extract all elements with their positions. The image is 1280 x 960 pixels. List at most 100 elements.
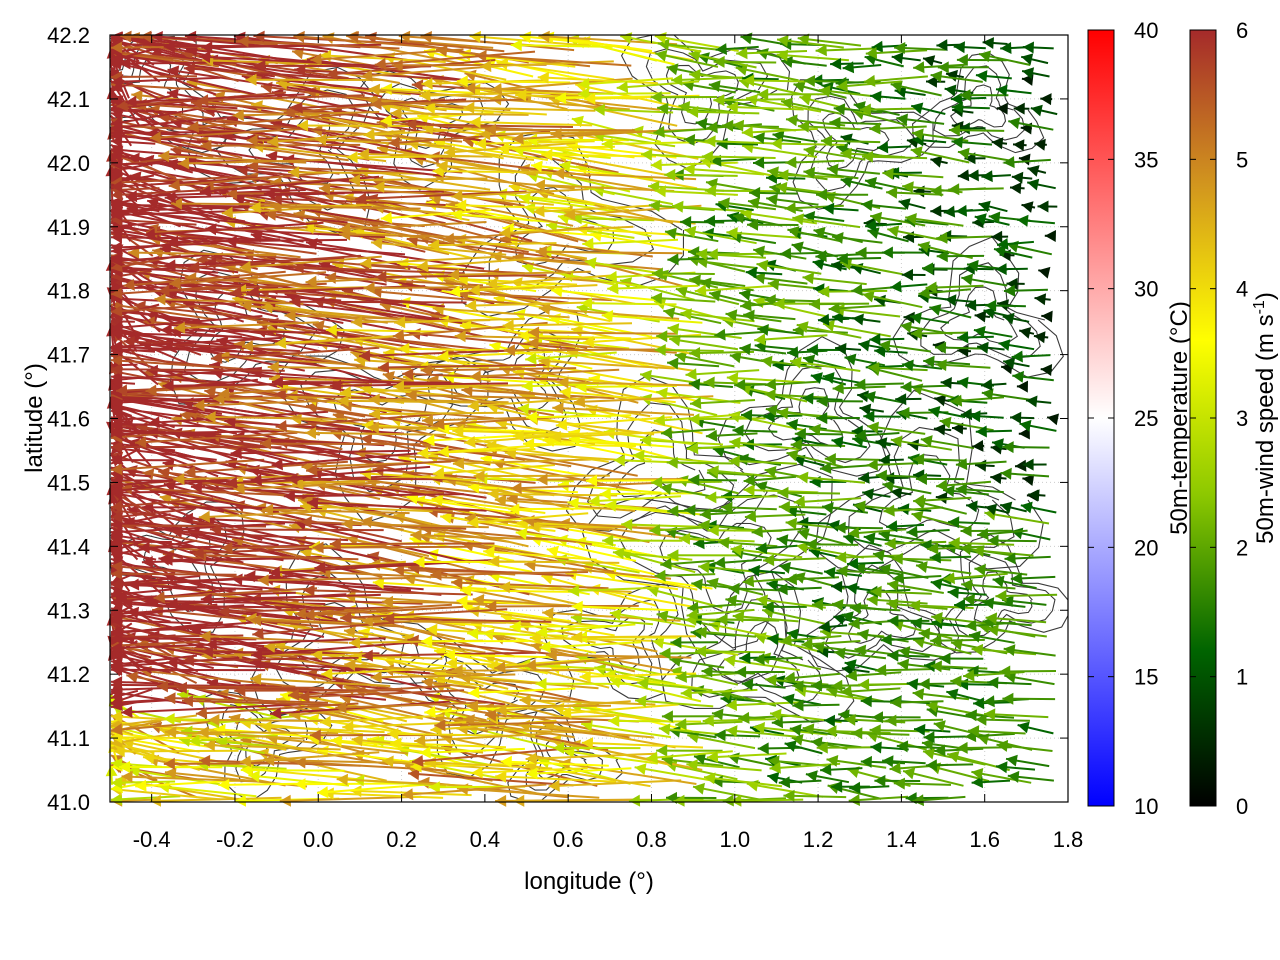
wind-vector-head	[467, 516, 479, 529]
wind-vector-head	[1003, 156, 1015, 169]
wind-vector-head	[909, 599, 921, 612]
wind-vector-head	[111, 254, 123, 267]
wind-vector-head	[321, 667, 333, 680]
wind-vector-head	[715, 43, 727, 55]
wind-vector-shaft	[209, 528, 384, 532]
wind-vector-head	[974, 310, 987, 323]
wind-vector-shaft	[487, 492, 618, 497]
wind-vector-shaft	[728, 459, 797, 465]
wind-vector-shaft	[375, 274, 547, 279]
wind-vector-head	[648, 180, 660, 193]
wind-vector-shaft	[110, 303, 218, 313]
wind-vector-shaft	[420, 367, 577, 372]
wind-vector-head	[725, 699, 737, 711]
wind-vector-head	[865, 177, 877, 189]
wind-vector-shaft	[110, 253, 213, 263]
wind-vector-head	[1030, 104, 1043, 117]
wind-vector-head	[781, 56, 793, 68]
wind-vector-head	[704, 184, 716, 197]
wind-vector-head	[896, 113, 908, 126]
wind-vector-shaft	[433, 140, 549, 161]
wind-vector-head	[939, 416, 952, 429]
wind-vector-head	[314, 561, 326, 574]
wind-vector-shaft	[165, 730, 305, 740]
wind-vector-head	[757, 324, 769, 336]
wind-vector-head	[553, 167, 565, 180]
wind-vector-head	[250, 673, 262, 686]
wind-vector-shaft	[488, 560, 620, 564]
wind-vector-shaft	[541, 153, 657, 158]
wind-vector-shaft	[713, 98, 786, 102]
wind-vector-head	[670, 666, 683, 679]
wind-vector-shaft	[512, 148, 611, 159]
wind-vector-head	[887, 579, 899, 592]
wind-vector-head	[657, 102, 669, 115]
wind-vector-head	[111, 607, 123, 620]
wind-vector-shaft	[110, 637, 257, 641]
wind-vector-shaft	[110, 76, 221, 84]
wind-vector-head	[526, 767, 538, 780]
y-tick-label: 41.9	[47, 215, 90, 240]
wind-vector-head	[370, 286, 382, 298]
wind-vector-head	[531, 160, 543, 173]
wind-vector-head	[685, 368, 697, 381]
wind-vector-shaft	[151, 35, 328, 53]
wind-vector-shaft	[585, 479, 696, 482]
wind-vector-head	[111, 340, 123, 353]
wind-vector-head	[419, 89, 431, 102]
wind-vector-head	[946, 688, 959, 701]
wind-vector-head	[1013, 102, 1025, 115]
colorbar-tick-label: 30	[1134, 277, 1158, 302]
wind-vector-shaft	[604, 503, 701, 516]
wind-vector-head	[787, 346, 799, 359]
wind-vector-shaft	[146, 313, 323, 353]
wind-vector-head	[579, 670, 591, 683]
wind-vector-head	[954, 598, 966, 611]
wind-vector-shaft	[110, 644, 239, 669]
wind-vector-head	[111, 144, 123, 157]
x-tick-label: -0.2	[216, 827, 254, 852]
wind-vector-shaft	[497, 145, 615, 150]
wind-vector-shaft	[110, 637, 217, 659]
wind-vector-head	[456, 595, 468, 608]
wind-vector-head	[1012, 370, 1024, 383]
wind-vector-head	[756, 48, 769, 60]
wind-vector-head	[283, 490, 295, 503]
wind-vector-head	[901, 268, 913, 281]
wind-vector-head	[548, 779, 560, 792]
wind-vector-head	[754, 333, 766, 346]
wind-vector-head	[515, 527, 528, 540]
wind-vector-shaft	[162, 382, 343, 387]
wind-vector-shaft	[122, 519, 300, 560]
wind-vector-head	[833, 647, 846, 660]
wind-vector-head	[240, 764, 252, 777]
wind-vector-shaft	[170, 202, 321, 206]
wind-vector-head	[748, 197, 760, 209]
wind-vector-head	[907, 439, 920, 451]
wind-vector-head	[247, 286, 259, 298]
y-tick-label: 41.4	[47, 534, 90, 559]
wind-vector-shaft	[495, 775, 617, 783]
wind-vector-head	[588, 494, 600, 507]
wind-vector-head	[541, 572, 554, 585]
wind-vector-head	[695, 645, 707, 658]
wind-vector-head	[862, 488, 874, 501]
wind-vector-shaft	[423, 106, 547, 116]
wind-vector-shaft	[166, 91, 345, 127]
wind-vector-head	[584, 92, 596, 105]
wind-vector-head	[469, 30, 481, 43]
wind-vector-shaft	[325, 328, 445, 333]
wind-vector-head	[309, 729, 321, 742]
wind-vector-shaft	[401, 783, 547, 796]
wind-vector-head	[567, 497, 579, 510]
wind-vector-head	[190, 481, 203, 494]
wind-vector-head	[1008, 117, 1021, 130]
wind-vector-shaft	[526, 767, 632, 776]
wind-vector-shaft	[612, 551, 693, 561]
wind-vector-head	[893, 777, 905, 790]
wind-vector-head	[401, 788, 414, 801]
wind-vector-head	[978, 200, 991, 213]
wind-vector-head	[684, 225, 697, 238]
wind-vector-head	[140, 30, 152, 43]
wind-vector-shaft	[726, 231, 802, 239]
